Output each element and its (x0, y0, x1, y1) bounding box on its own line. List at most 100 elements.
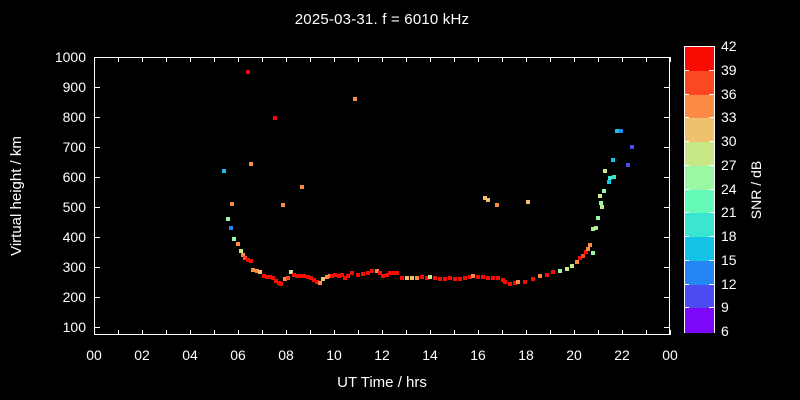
x-tick (358, 57, 359, 62)
data-point (591, 251, 595, 255)
y-tick (94, 207, 100, 208)
colorbar-tick (684, 212, 689, 214)
data-point (596, 216, 600, 220)
data-point (251, 268, 255, 272)
colorbar-tick-label: 18 (721, 228, 737, 244)
y-tick-label: 800 (62, 109, 86, 125)
y-tick (94, 177, 100, 178)
y-axis-label: Virtual height / km (8, 136, 25, 256)
data-point (619, 129, 623, 133)
colorbar-segment (685, 165, 714, 190)
x-tick-label: 14 (422, 347, 438, 363)
colorbar-tick (709, 93, 714, 95)
x-tick (142, 330, 143, 335)
data-point (468, 275, 472, 279)
y-tick (94, 267, 100, 268)
x-tick (214, 330, 215, 335)
y-tick-label: 600 (62, 169, 86, 185)
data-point (222, 169, 226, 173)
y-tick (94, 57, 100, 58)
x-tick (142, 57, 143, 62)
x-tick (502, 57, 503, 62)
x-tick (406, 57, 407, 62)
data-point (302, 274, 306, 278)
data-point (229, 226, 233, 230)
colorbar-tick-label: 12 (721, 275, 737, 292)
x-tick (574, 57, 575, 62)
y-tick-label: 500 (62, 199, 86, 215)
data-point (551, 270, 555, 274)
data-point (286, 276, 290, 280)
x-tick (190, 330, 191, 335)
data-point (226, 217, 230, 221)
data-point (570, 264, 574, 268)
data-point (395, 271, 399, 275)
data-point (241, 253, 245, 257)
colorbar-segment (685, 189, 714, 214)
data-point (428, 275, 432, 279)
data-point (239, 249, 243, 253)
colorbar-segment (685, 94, 714, 119)
data-point (333, 273, 337, 277)
colorbar-tick (709, 307, 714, 309)
data-point (584, 250, 588, 254)
colorbar-tick (684, 93, 689, 95)
snr-colorbar (684, 46, 715, 333)
x-tick-label: 10 (326, 347, 342, 363)
chart-title: 2025-03-31. f = 6010 kHz (294, 11, 470, 28)
x-tick-label: 04 (182, 347, 198, 363)
data-point (453, 277, 457, 281)
x-tick (430, 330, 431, 335)
data-point (481, 275, 485, 279)
data-point (438, 277, 442, 281)
x-tick (550, 330, 551, 335)
colorbar-tick (709, 212, 714, 214)
x-tick (526, 330, 527, 335)
data-point (599, 201, 603, 205)
data-point (615, 129, 619, 133)
x-tick (622, 330, 623, 335)
data-point (246, 258, 250, 262)
y-tick (94, 237, 100, 238)
colorbar-segment (685, 237, 714, 262)
y-tick (94, 297, 100, 298)
data-point (236, 242, 240, 246)
y-tick (94, 147, 100, 148)
data-point (279, 282, 283, 286)
colorbar-segment (685, 142, 714, 167)
colorbar-tick (684, 307, 689, 309)
x-tick (622, 57, 623, 62)
data-point (262, 274, 266, 278)
data-point (283, 277, 287, 281)
x-tick-label: 16 (470, 347, 486, 363)
data-point (486, 276, 490, 280)
x-tick (334, 57, 335, 62)
data-point (273, 116, 277, 120)
plot-frame (94, 57, 670, 335)
data-point (315, 280, 319, 284)
data-point (491, 276, 495, 280)
data-point (268, 275, 272, 279)
x-tick (478, 330, 479, 335)
data-point (538, 274, 542, 278)
colorbar-tick (684, 164, 689, 166)
data-point (433, 276, 437, 280)
data-point (575, 260, 579, 264)
data-point (249, 259, 253, 263)
colorbar-tick (684, 283, 689, 285)
colorbar-segment (685, 47, 714, 72)
colorbar-tick (684, 236, 689, 237)
y-tick (664, 147, 670, 148)
data-point (366, 271, 370, 275)
data-point (508, 282, 512, 286)
x-tick (94, 330, 95, 335)
x-tick (238, 57, 239, 62)
data-point (516, 280, 520, 284)
data-point (586, 247, 590, 251)
x-tick-label: 08 (278, 347, 294, 363)
data-point (415, 276, 419, 280)
data-point (607, 180, 611, 184)
data-point (381, 274, 385, 278)
data-point (356, 273, 360, 277)
x-tick (286, 330, 287, 335)
